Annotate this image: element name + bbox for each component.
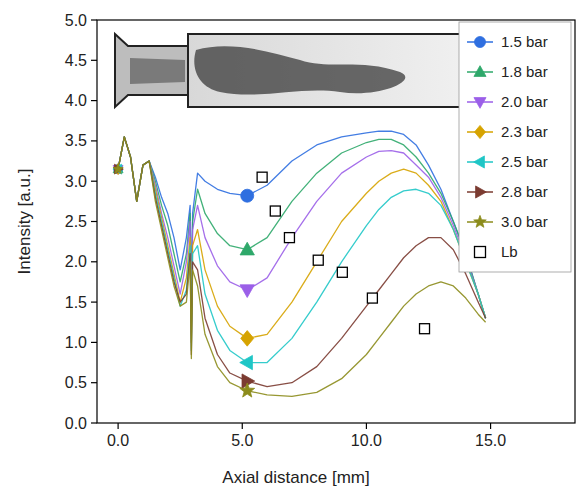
series-line — [118, 137, 486, 318]
scatter-point — [420, 324, 430, 334]
y-tick-label: 3.0 — [65, 173, 87, 190]
series-marker — [240, 285, 254, 298]
series-marker — [240, 242, 254, 255]
x-tick-label: 15.0 — [475, 432, 506, 449]
scatter-point — [284, 233, 294, 243]
legend-marker — [474, 156, 485, 168]
y-tick-label: 4.0 — [65, 92, 87, 109]
chart: 0.0 5.0 10.0 15.0 0.0 0.5 1.0 1.5 2.0 2.5 3.0 3.5 4.… — [0, 0, 584, 495]
series-marker — [114, 164, 123, 175]
legend-marker — [474, 66, 486, 77]
markers — [113, 164, 430, 397]
legend-label: 2.3 bar — [501, 123, 548, 140]
legend-label: Lb — [501, 243, 518, 260]
inset-spray — [194, 46, 405, 94]
series-line — [118, 137, 486, 343]
legend-marker — [476, 186, 487, 198]
legend-marker — [474, 215, 487, 227]
inset-image — [115, 34, 463, 107]
y-tick — [91, 19, 97, 20]
y-tick-label: 1.0 — [65, 334, 87, 351]
legend-marker — [474, 98, 486, 109]
series-marker — [241, 189, 254, 202]
y-tick — [91, 221, 97, 222]
legend-label: 1.5 bar — [501, 33, 548, 50]
inset-nozzle — [115, 34, 188, 107]
scatter-point — [270, 206, 280, 216]
x-tick — [242, 423, 243, 429]
y-tick — [91, 302, 97, 303]
x-tick — [118, 423, 119, 429]
scatter-point — [257, 172, 267, 182]
y-tick — [91, 382, 97, 383]
scatter-point — [337, 267, 347, 277]
x-tick-label: 0.0 — [107, 432, 129, 449]
y-tick-label: 3.5 — [65, 132, 87, 149]
legend-box — [459, 22, 571, 272]
legend-marker — [475, 247, 486, 258]
y-tick — [91, 342, 97, 343]
legend-label: 1.8 bar — [501, 63, 548, 80]
legend-label: 2.0 bar — [501, 93, 548, 110]
y-tick — [91, 261, 97, 262]
series-line — [118, 137, 486, 334]
x-tick — [490, 423, 491, 429]
series-marker — [241, 331, 254, 347]
y-tick — [91, 181, 97, 182]
series-marker — [240, 355, 253, 369]
y-tick — [91, 60, 97, 61]
y-tick — [91, 100, 97, 101]
series-marker — [114, 165, 123, 174]
series-line — [118, 137, 486, 397]
series-marker — [240, 383, 255, 397]
series-marker — [113, 164, 123, 174]
y-tick-label: 0.5 — [65, 374, 87, 391]
plot-area — [113, 131, 486, 397]
series-line — [118, 131, 486, 318]
y-tick — [91, 140, 97, 141]
x-axis-title: Axial distance [mm] — [222, 468, 369, 487]
lines — [118, 131, 486, 396]
y-axis-title: Intensity [a.u.] — [15, 169, 34, 275]
legend: 1.5 bar 1.8 bar 2.0 bar 2.3 bar 2.5 bar 2.8 b… — [459, 22, 571, 272]
y-tick-label: 2.5 — [65, 213, 87, 230]
legend-label: 3.0 bar — [501, 213, 548, 230]
series-line — [118, 137, 486, 387]
y-tick-label: 0.0 — [65, 415, 87, 432]
y-tick — [91, 422, 97, 423]
legend-label: 2.5 bar — [501, 153, 548, 170]
plot-frame — [97, 20, 575, 423]
x-tick — [366, 423, 367, 429]
inset-tube — [188, 34, 463, 107]
inset-jet — [130, 58, 185, 84]
y-tick-label: 5.0 — [65, 12, 87, 29]
series-line — [118, 137, 486, 363]
y-tick-label: 1.5 — [65, 294, 87, 311]
legend-marker — [475, 125, 486, 138]
x-tick-label: 10.0 — [351, 432, 382, 449]
legend-label: 2.8 bar — [501, 183, 548, 200]
y-tick-label: 4.5 — [65, 52, 87, 69]
x-tick-label: 5.0 — [231, 432, 253, 449]
scatter-point — [367, 293, 377, 303]
y-tick-label: 2.0 — [65, 253, 87, 270]
scatter-point — [313, 255, 323, 265]
legend-marker — [475, 37, 486, 48]
